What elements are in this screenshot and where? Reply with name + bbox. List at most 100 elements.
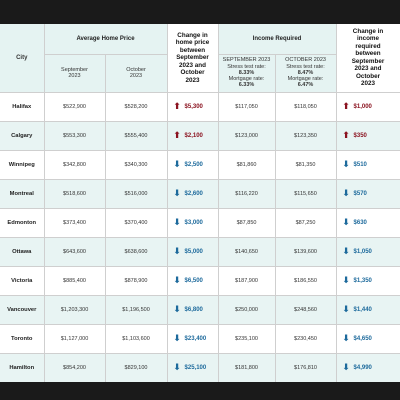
table-row: Vancouver $1,203,300 $1,196,500 ⬇ $6,800 $250…: [0, 295, 400, 325]
arrow-down-icon: ⬇: [342, 333, 350, 343]
arrow-down-icon: ⬇: [342, 188, 350, 198]
price-change-cell: ⬇ $6,800: [167, 295, 219, 325]
income-change-cell: ⬆ $1,000: [336, 92, 400, 122]
income-change-cell: ⬇ $510: [336, 150, 400, 180]
income-change-cell: ⬇ $4,650: [336, 324, 400, 354]
home-price-income-table: City Average Home Price Change in home p…: [0, 24, 400, 383]
september-income-cell: $250,000: [218, 295, 276, 325]
september-income-cell: $187,900: [218, 266, 276, 296]
arrow-down-icon: ⬇: [342, 159, 350, 169]
table-row: Hamilton $854,200 $829,100 ⬇ $25,100 $181,800…: [0, 353, 400, 383]
table-row: Edmonton $373,400 $370,400 ⬇ $3,000 $87,850 $8…: [0, 208, 400, 238]
city-cell: Victoria: [0, 266, 45, 296]
october-income-cell: $87,250: [275, 208, 337, 238]
table-row: Ottawa $643,600 $638,600 ⬇ $5,000 $140,650 $13…: [0, 237, 400, 267]
arrow-down-icon: ⬇: [342, 217, 350, 227]
income-change-cell: ⬇ $630: [336, 208, 400, 238]
arrow-down-icon: ⬇: [173, 217, 181, 227]
arrow-down-icon: ⬇: [342, 275, 350, 285]
bottom-border: [0, 382, 400, 400]
arrow-down-icon: ⬇: [342, 246, 350, 256]
october-income-cell: $81,350: [275, 150, 337, 180]
arrow-down-icon: ⬇: [173, 188, 181, 198]
arrow-down-icon: ⬇: [342, 304, 350, 314]
price-change-header: Change in home price between September 2…: [167, 24, 219, 93]
average-home-price-header: Average Home Price: [44, 24, 168, 55]
income-change-cell: ⬇ $1,440: [336, 295, 400, 325]
september-price-cell: $885,400: [44, 266, 106, 296]
income-change-header: Change in income required between Septem…: [336, 24, 400, 93]
city-cell: Vancouver: [0, 295, 45, 325]
september-price-cell: $643,600: [44, 237, 106, 267]
october-price-cell: $878,900: [105, 266, 168, 296]
price-change-cell: ⬇ $2,500: [167, 150, 219, 180]
september-income-cell: $116,220: [218, 179, 276, 209]
city-cell: Montreal: [0, 179, 45, 209]
september-price-cell: $1,127,000: [44, 324, 106, 354]
september-income-subheader: SEPTEMBER 2023 Stress test rate: 8.33% M…: [218, 54, 276, 93]
city-cell: Hamilton: [0, 353, 45, 383]
october-income-cell: $123,350: [275, 121, 337, 151]
city-cell: Toronto: [0, 324, 45, 354]
table-row: Victoria $885,400 $878,900 ⬇ $6,500 $187,900 $…: [0, 266, 400, 296]
september-price-cell: $373,400: [44, 208, 106, 238]
income-change-cell: ⬇ $4,990: [336, 353, 400, 383]
september-price-cell: $1,203,300: [44, 295, 106, 325]
october-price-cell: $638,600: [105, 237, 168, 267]
october-price-cell: $829,100: [105, 353, 168, 383]
october-price-cell: $370,400: [105, 208, 168, 238]
income-required-header: Income Required: [218, 24, 337, 55]
table-row: Halifax $522,900 $528,200 ⬆ $5,300 $117,050 $1…: [0, 92, 400, 122]
price-change-cell: ⬇ $3,000: [167, 208, 219, 238]
october-income-cell: $230,450: [275, 324, 337, 354]
income-change-cell: ⬇ $1,050: [336, 237, 400, 267]
price-change-cell: ⬇ $23,400: [167, 324, 219, 354]
october-price-cell: $1,103,600: [105, 324, 168, 354]
october-price-subheader: October 2023: [105, 54, 168, 93]
price-change-cell: ⬇ $6,500: [167, 266, 219, 296]
october-price-cell: $555,400: [105, 121, 168, 151]
september-income-cell: $235,100: [218, 324, 276, 354]
september-income-cell: $123,000: [218, 121, 276, 151]
income-change-cell: ⬆ $350: [336, 121, 400, 151]
income-change-cell: ⬇ $570: [336, 179, 400, 209]
city-cell: Calgary: [0, 121, 45, 151]
october-income-subheader: OCTOBER 2023 Stress test rate: 8.47% Mor…: [275, 54, 337, 93]
city-cell: Winnipeg: [0, 150, 45, 180]
table-row: Toronto $1,127,000 $1,103,600 ⬇ $23,400 $235,…: [0, 324, 400, 354]
october-price-cell: $340,300: [105, 150, 168, 180]
price-change-cell: ⬇ $25,100: [167, 353, 219, 383]
september-price-cell: $518,600: [44, 179, 106, 209]
october-price-cell: $516,000: [105, 179, 168, 209]
october-price-cell: $528,200: [105, 92, 168, 122]
arrow-down-icon: ⬇: [173, 304, 181, 314]
october-income-cell: $186,550: [275, 266, 337, 296]
city-column-header: City: [0, 24, 45, 93]
arrow-down-icon: ⬇: [173, 159, 181, 169]
price-change-cell: ⬇ $2,600: [167, 179, 219, 209]
september-price-cell: $522,900: [44, 92, 106, 122]
price-change-cell: ⬇ $5,000: [167, 237, 219, 267]
october-income-cell: $118,050: [275, 92, 337, 122]
september-price-cell: $854,200: [44, 353, 106, 383]
arrow-down-icon: ⬇: [173, 333, 181, 343]
october-income-cell: $248,560: [275, 295, 337, 325]
arrow-down-icon: ⬇: [342, 362, 350, 372]
arrow-down-icon: ⬇: [173, 362, 181, 372]
city-cell: Ottawa: [0, 237, 45, 267]
october-price-cell: $1,196,500: [105, 295, 168, 325]
arrow-up-icon: ⬆: [342, 101, 350, 111]
september-income-cell: $87,850: [218, 208, 276, 238]
price-change-cell: ⬆ $5,300: [167, 92, 219, 122]
price-change-cell: ⬆ $2,100: [167, 121, 219, 151]
arrow-up-icon: ⬆: [173, 130, 181, 140]
october-income-cell: $176,810: [275, 353, 337, 383]
september-price-subheader: September 2023: [44, 54, 106, 93]
october-income-cell: $139,600: [275, 237, 337, 267]
october-income-cell: $115,650: [275, 179, 337, 209]
arrow-up-icon: ⬆: [173, 101, 181, 111]
september-income-cell: $181,800: [218, 353, 276, 383]
september-income-cell: $117,050: [218, 92, 276, 122]
arrow-down-icon: ⬇: [173, 246, 181, 256]
